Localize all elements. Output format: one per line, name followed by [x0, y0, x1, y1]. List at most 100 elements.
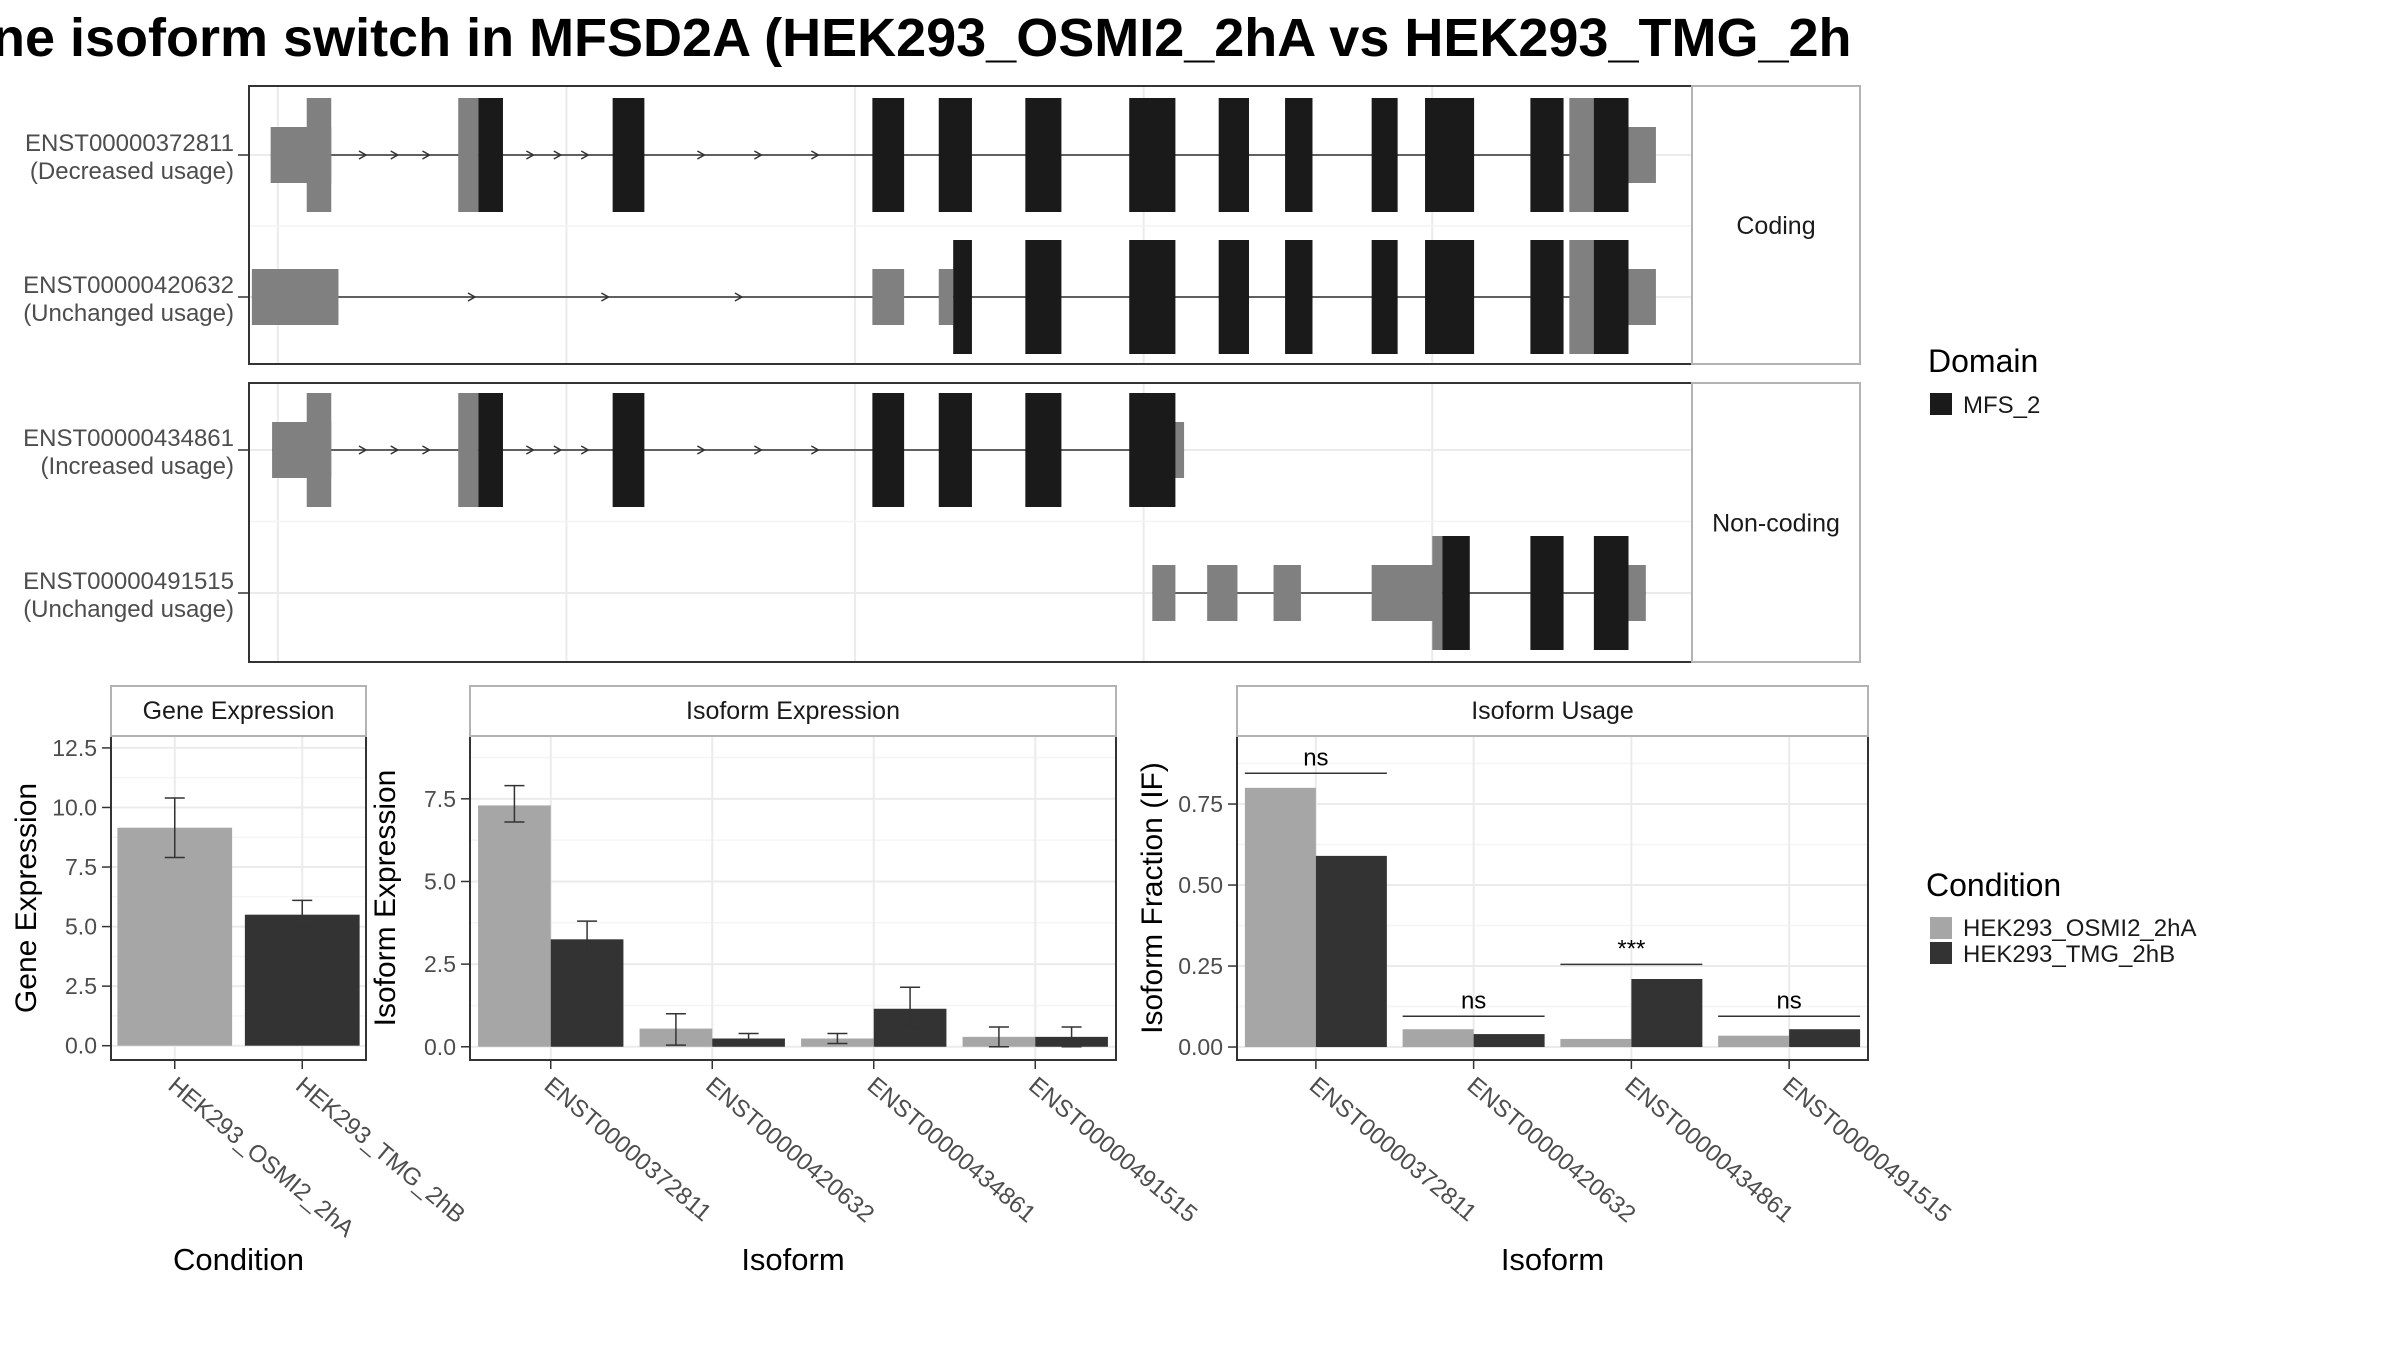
x-tick-label: ENST00000372811 — [539, 1072, 717, 1227]
utr-exon — [251, 269, 339, 325]
direction-arrow — [697, 445, 706, 455]
bar — [1315, 855, 1387, 1048]
utr-exon — [458, 393, 479, 507]
utr-exon — [1432, 536, 1443, 650]
direction-arrow — [697, 150, 706, 160]
transcript-id-label: ENST00000420632 — [23, 272, 234, 299]
mfs2-domain-exon — [612, 393, 645, 507]
transcript-id-label: ENST00000372811 — [25, 130, 234, 157]
x-tick-label: ENST00000491515 — [1023, 1072, 1202, 1228]
direction-arrow — [358, 445, 368, 455]
domain-legend-label: MFS_2 — [1963, 392, 2040, 419]
figure-title: ne isoform switch in MFSD2A (HEK293_OSMI… — [0, 8, 1852, 68]
direction-arrow — [754, 150, 763, 160]
y-tick-label: 0.00 — [1178, 1034, 1223, 1060]
condition-legend-key-a — [1930, 917, 1952, 939]
direction-arrow — [422, 445, 432, 455]
domain-legend-key — [1930, 393, 1952, 415]
mfs2-domain-exon — [612, 98, 645, 212]
y-tick-label: 0.0 — [65, 1033, 97, 1059]
facet-strip — [110, 685, 367, 737]
transcript-ENST00000434861 — [272, 393, 1185, 507]
direction-arrow — [553, 150, 563, 160]
y-tick-label: 2.5 — [424, 951, 456, 977]
x-tick-label: ENST00000420632 — [1462, 1072, 1641, 1228]
transcript-ENST00000491515 — [1152, 536, 1646, 650]
mfs2-domain-exon — [1218, 98, 1249, 212]
significance-label: ns — [1303, 744, 1328, 771]
y-axis-title: Isoform Fraction (IF) — [1136, 762, 1169, 1034]
mfs2-domain-exon — [1425, 98, 1475, 212]
condition-legend-label-b: HEK293_TMG_2hB — [1963, 941, 2175, 968]
bar — [1789, 1029, 1861, 1048]
y-tick-label: 5.0 — [65, 914, 97, 940]
direction-arrow — [734, 292, 744, 302]
y-tick-label: 5.0 — [424, 868, 456, 894]
condition-legend-label-a: HEK293_OSMI2_2hA — [1963, 915, 2196, 942]
mfs2-domain-exon — [1593, 98, 1629, 212]
mfs2-domain-exon — [1593, 536, 1629, 650]
transcript-usage-label: (Increased usage) — [41, 453, 234, 480]
y-tick-label: 7.5 — [65, 854, 97, 880]
mfs2-domain-exon — [1593, 240, 1629, 354]
mfs2-domain-exon — [1371, 98, 1398, 212]
transcript-structure-panel: ENST00000372811(Decreased usage) ENST0000… — [23, 85, 1861, 663]
transcript-usage-label: (Unchanged usage) — [23, 596, 234, 623]
expression-charts: Gene Expression0.02.55.07.510.012.5HEK29… — [10, 685, 1956, 1277]
group-strip-label: Coding — [1736, 212, 1815, 240]
bar — [1718, 1035, 1790, 1048]
significance-label: *** — [1617, 935, 1645, 962]
y-tick-label: 0.75 — [1178, 791, 1223, 817]
transcript-id-label: ENST00000434861 — [23, 425, 234, 452]
y-tick-label: 0.0 — [424, 1034, 456, 1060]
mfs2-domain-exon — [1129, 393, 1176, 507]
direction-arrow — [526, 150, 535, 160]
significance-label: ns — [1461, 987, 1486, 1014]
bar — [1244, 787, 1316, 1048]
condition-legend-key-b — [1930, 942, 1952, 964]
mfs2-domain-exon — [872, 98, 905, 212]
bar — [117, 827, 233, 1046]
mfs2-domain-exon — [1025, 98, 1062, 212]
direction-arrow — [811, 445, 820, 455]
direction-arrow — [580, 445, 590, 455]
facet-strip — [469, 685, 1117, 737]
y-tick-label: 10.0 — [52, 794, 97, 820]
group-strip — [1691, 382, 1861, 663]
y-tick-label: 7.5 — [424, 786, 456, 812]
x-tick-label: ENST00000434861 — [862, 1072, 1041, 1228]
mfs2-domain-exon — [1129, 98, 1176, 212]
utr-exon — [306, 98, 332, 212]
utr-exon — [1371, 565, 1440, 621]
mfs2-domain-exon — [1530, 240, 1564, 354]
group-strip-label: Non-coding — [1712, 510, 1840, 538]
x-tick-label: ENST00000491515 — [1777, 1072, 1956, 1228]
chart-title: Isoform Usage — [1471, 697, 1634, 725]
x-tick-label: ENST00000420632 — [700, 1072, 879, 1228]
transcript-id-label: ENST00000491515 — [23, 568, 234, 595]
y-tick-label: 2.5 — [65, 973, 97, 999]
mfs2-domain-exon — [478, 98, 503, 212]
x-tick-label: ENST00000372811 — [1304, 1072, 1482, 1227]
bar — [1631, 979, 1703, 1048]
x-axis-title: Isoform — [741, 1242, 844, 1277]
direction-arrow — [580, 150, 590, 160]
utr-exon — [306, 393, 332, 507]
transcript-usage-label: (Decreased usage) — [30, 158, 234, 185]
mfs2-domain-exon — [938, 393, 972, 507]
mfs2-domain-exon — [1530, 98, 1564, 212]
transcript-ENST00000372811 — [270, 98, 1656, 212]
mfs2-domain-exon — [1442, 536, 1470, 650]
utr-exon — [1152, 565, 1176, 621]
direction-arrow — [390, 445, 400, 455]
direction-arrow — [467, 292, 477, 302]
direction-arrow — [811, 150, 820, 160]
bar — [1473, 1034, 1545, 1048]
mfs2-domain-exon — [1285, 240, 1313, 354]
x-axis-title: Condition — [173, 1242, 304, 1277]
utr-exon — [1569, 240, 1599, 354]
utr-exon — [938, 269, 954, 325]
condition-legend-title: Condition — [1926, 867, 2061, 903]
mfs2-domain-exon — [1425, 240, 1475, 354]
